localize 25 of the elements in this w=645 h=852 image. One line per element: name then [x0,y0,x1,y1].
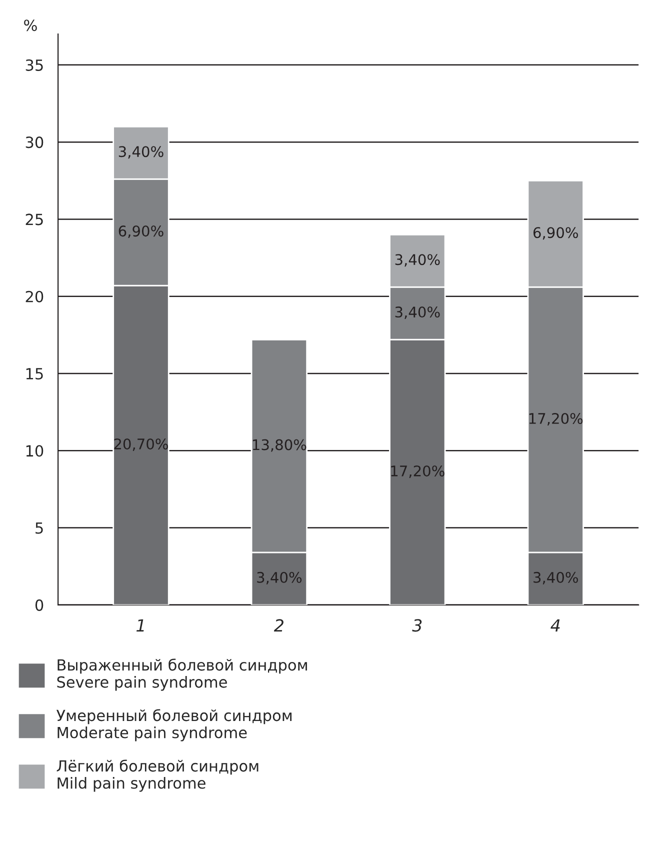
y-tick-label: 0 [35,599,44,611]
y-tick-label: 15 [26,368,43,380]
x-tick-label: 1 [136,619,144,632]
data-label: 20,70% [114,438,168,451]
y-tick-label: 20 [26,290,44,302]
data-label: 3,40% [395,306,440,320]
y-tick-label: 5 [36,522,43,534]
y-tick-label: 10 [26,445,44,457]
legend-label: Умеренный болевой синдром Moderate pain syndrome [56,709,292,742]
data-label: 3,40% [118,146,164,159]
legend-label: Лёгкий болевой синдром Mild pain syndrome [56,760,258,792]
x-tick-label: 4 [550,619,560,632]
x-tick-label: 2 [274,619,284,632]
legend-label: Выраженный болевой синдром Severe pain syndrome [57,658,307,691]
x-tick-label: 3 [412,619,422,632]
y-tick-label: 30 [26,136,44,148]
data-label: 3,40% [395,254,440,267]
data-label: 6,90% [118,226,164,238]
y-axis-title: % [24,20,37,32]
data-label: 6,90% [533,227,578,240]
data-label: 3,40% [534,572,578,584]
y-tick-label: 35 [26,59,43,71]
y-tick-label: 25 [26,214,43,226]
data-label: 3,40% [257,572,302,584]
data-label: 17,20% [391,465,444,478]
